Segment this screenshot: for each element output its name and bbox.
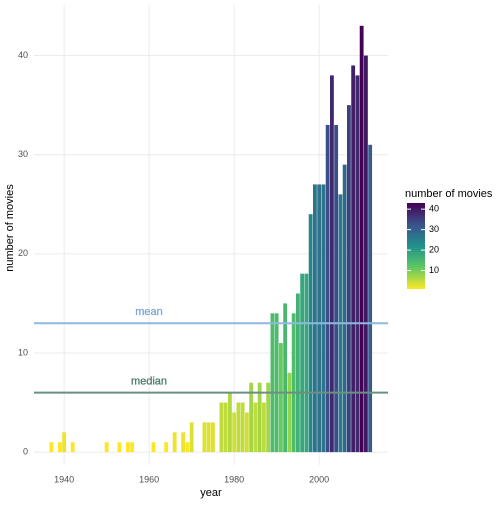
bar (181, 432, 186, 453)
bar (261, 402, 266, 453)
y-tick-label: 30 (18, 149, 28, 159)
bar (368, 144, 373, 453)
bar (219, 402, 224, 453)
bar (287, 372, 292, 453)
bar (232, 412, 237, 453)
bar (104, 442, 109, 453)
bar (325, 124, 330, 453)
legend-title: number of movies (405, 188, 493, 200)
bar (249, 382, 254, 453)
bar (227, 392, 232, 453)
bar (164, 442, 169, 453)
plot-layer (34, 5, 388, 465)
bar (300, 273, 305, 453)
bar (291, 313, 296, 453)
bar (363, 55, 368, 453)
legend-tick-label: 40 (429, 204, 439, 214)
bar (274, 313, 279, 453)
bar (244, 412, 249, 453)
bar (58, 442, 62, 453)
legend-tick-label: 10 (429, 265, 439, 275)
bar (295, 293, 300, 453)
bar (355, 75, 360, 453)
bar (257, 382, 262, 453)
bar (202, 422, 207, 453)
x-tick-label: 1980 (224, 474, 244, 484)
bar (185, 442, 190, 453)
legend-tick-label: 20 (429, 244, 439, 254)
bar (151, 442, 156, 453)
x-axis-title: year (200, 487, 222, 499)
y-tick-label: 20 (18, 248, 28, 258)
x-tick-label: 2000 (309, 474, 329, 484)
bar (283, 303, 288, 453)
bar (304, 273, 309, 453)
colorbar (407, 203, 425, 289)
y-tick-label: 0 (23, 446, 28, 456)
bar (70, 442, 75, 453)
reference-label: mean (135, 306, 163, 318)
reference-label: median (131, 376, 167, 388)
bar (329, 75, 334, 453)
bar (236, 402, 241, 453)
bar (240, 402, 245, 453)
bar (253, 402, 258, 453)
x-tick-label: 1940 (54, 474, 74, 484)
bar (270, 313, 275, 453)
y-axis-title: number of movies (4, 184, 16, 272)
bar (317, 184, 322, 453)
y-tick-label: 40 (18, 50, 28, 60)
bar (312, 184, 317, 453)
bar (126, 442, 130, 453)
bar (321, 184, 326, 453)
bar (278, 343, 283, 453)
bar (308, 214, 313, 453)
x-tick-label: 1960 (139, 474, 159, 484)
bar (342, 164, 347, 453)
y-tick-label: 10 (18, 347, 28, 357)
bar (223, 402, 228, 453)
bar (130, 442, 135, 453)
bar (206, 422, 211, 453)
bar (189, 422, 194, 453)
bar (334, 124, 339, 453)
bar (351, 65, 356, 453)
bar (117, 442, 122, 453)
bar (62, 432, 67, 453)
bar (172, 432, 177, 453)
legend-tick-label: 30 (429, 224, 439, 234)
bar (359, 25, 364, 453)
bar (346, 105, 351, 453)
bar (49, 442, 54, 453)
bar (266, 382, 271, 453)
bar (211, 422, 215, 453)
